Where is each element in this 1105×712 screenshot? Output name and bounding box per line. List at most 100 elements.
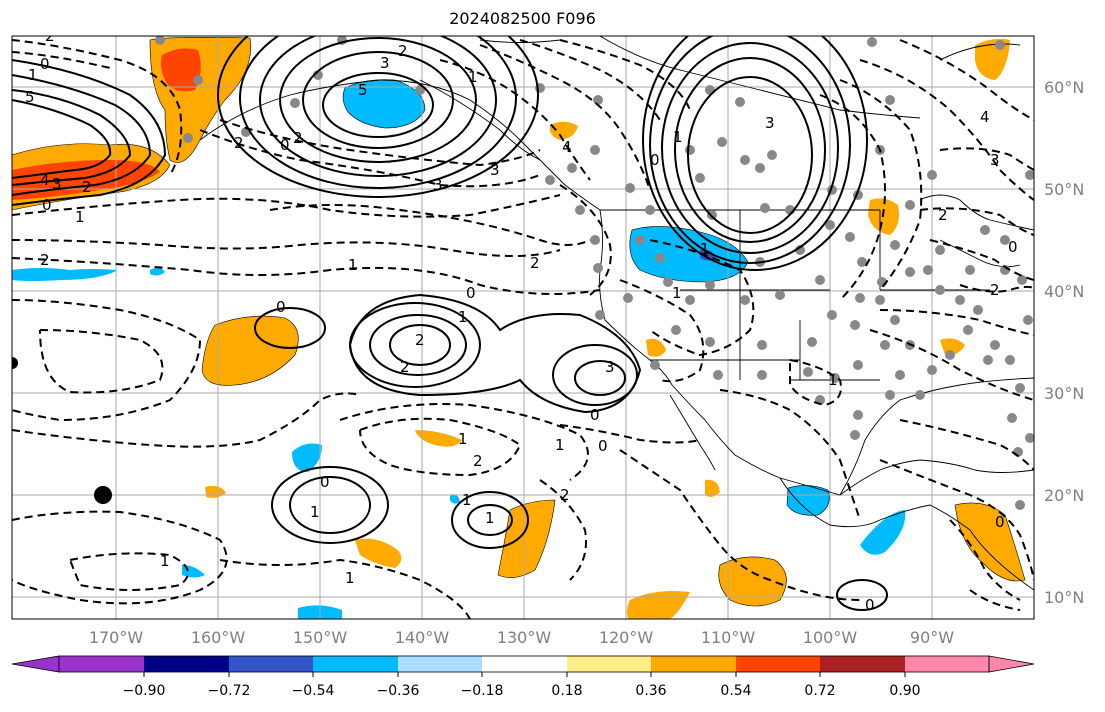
lon-label: 130°W	[497, 628, 552, 647]
colorbar-segment	[567, 656, 651, 672]
lat-label: 30°N	[1044, 384, 1084, 403]
colorbar-segment	[905, 656, 989, 672]
contour-label: 0	[40, 55, 50, 73]
contour-label: 0	[1008, 238, 1018, 256]
contour-label: 1	[75, 208, 85, 226]
graticule-lines	[12, 36, 1034, 619]
contour-label: 1	[555, 436, 565, 454]
contour-label: 1	[345, 569, 355, 587]
marker-dot	[12, 357, 18, 369]
contour-label: 2	[40, 251, 50, 269]
colorbar-tick-label: 0.90	[889, 683, 920, 699]
contour-label: 5	[358, 81, 368, 99]
contour-label: 2	[82, 178, 92, 196]
colorbar-segment	[820, 656, 905, 672]
contour-label: 4	[980, 108, 990, 126]
contour-label: 0	[280, 136, 290, 154]
contour-label: 3	[490, 161, 500, 179]
colorbar-segment	[482, 656, 567, 672]
chart-title: 2024082500 F096	[449, 9, 596, 28]
contour-label: 3	[990, 151, 1000, 169]
lat-label: 10°N	[1044, 588, 1084, 607]
contour-label: 3	[380, 54, 390, 72]
contour-label: 1	[458, 430, 468, 448]
contour-label: 0	[320, 473, 330, 491]
contour-label: 0	[995, 513, 1005, 531]
colorbar-tick-label: 0.18	[551, 683, 582, 699]
colorbar-extend-high	[988, 655, 1035, 673]
lon-label: 170°W	[89, 628, 144, 647]
contour-label: 1	[828, 371, 838, 389]
contour-label: 2	[293, 129, 303, 147]
contour-label: 0	[42, 196, 52, 214]
latitude-labels: 60°N 50°N 40°N 30°N 20°N 10°N	[1044, 78, 1084, 607]
colorbar-tick-label: −0.36	[377, 683, 420, 699]
lat-label: 40°N	[1044, 282, 1084, 301]
colorbar-tick-label: −0.18	[461, 683, 504, 699]
map-frame	[11, 35, 1035, 620]
contour-label: 0	[276, 298, 286, 316]
contour-label: 0	[865, 596, 875, 614]
negative-anomaly-fills	[12, 79, 906, 619]
colorbar-segment	[229, 656, 313, 672]
colorbar: −0.90 −0.72 −0.54 −0.36 −0.18 0.18 0.36 …	[11, 655, 1035, 699]
contour-label: 2	[530, 254, 540, 272]
contour-label: 0	[466, 284, 476, 302]
colorbar-segment	[59, 656, 144, 672]
colorbar-extend-low	[11, 655, 60, 673]
contour-label: 3	[765, 114, 775, 132]
contour-label: 4	[40, 171, 50, 189]
contour-label: 1	[673, 128, 683, 146]
colorbar-segment	[398, 656, 482, 672]
dashed-contours	[12, 39, 1034, 619]
lon-label: 150°W	[293, 628, 348, 647]
contour-label: 2	[45, 27, 55, 45]
contour-label: 2	[415, 331, 425, 349]
colorbar-tick-label: 0.54	[720, 683, 751, 699]
contour-label: 1	[468, 68, 478, 86]
contour-label: 4	[562, 138, 572, 156]
contour-label: 1	[160, 552, 170, 570]
contour-labels: 2 0 1 5 4 3 2 1 0 2 3 5 2 1 2 3 0 4 2 3 …	[25, 27, 1018, 614]
colorbar-segment	[736, 656, 820, 672]
colorbar-tick-label: −0.72	[208, 683, 251, 699]
colorbar-segment	[651, 656, 736, 672]
contour-label: 2	[398, 42, 408, 60]
contour-label: 2	[990, 281, 1000, 299]
map-area: 2 0 1 5 4 3 2 1 0 2 3 5 2 1 2 3 0 4 2 3 …	[12, 27, 1034, 619]
contour-label: 3	[605, 358, 615, 376]
contour-label: 2	[234, 134, 244, 152]
coastlines	[199, 36, 1034, 591]
lon-label: 120°W	[599, 628, 654, 647]
contour-label: 2	[400, 358, 410, 376]
contour-label: 2	[473, 452, 483, 470]
lat-label: 50°N	[1044, 180, 1084, 199]
contour-label: 1	[310, 503, 320, 521]
solid-contours	[12, 36, 888, 611]
lon-label: 140°W	[395, 628, 450, 647]
lat-label: 60°N	[1044, 78, 1084, 97]
contour-label: 1	[462, 491, 472, 509]
colorbar-tick-label: 0.36	[635, 683, 666, 699]
contour-label: 1	[485, 509, 495, 527]
contour-label: 1	[28, 66, 38, 84]
lon-label: 100°W	[803, 628, 858, 647]
contour-label: 2	[938, 206, 948, 224]
contour-label: 1	[700, 240, 710, 258]
colorbar-segment	[144, 656, 229, 672]
colorbar-tick-label: 0.72	[804, 683, 835, 699]
contour-label: 5	[25, 88, 35, 106]
contour-label: 0	[590, 406, 600, 424]
contour-label: 0	[598, 437, 608, 455]
colorbar-tick-label: −0.54	[292, 683, 335, 699]
lat-label: 20°N	[1044, 486, 1084, 505]
positive-anomaly-fills	[12, 37, 1026, 619]
colorbar-tick-label: −0.90	[123, 683, 166, 699]
lon-label: 90°W	[910, 628, 954, 647]
contour-label: 1	[348, 256, 358, 274]
longitude-labels: 170°W 160°W 150°W 140°W 130°W 120°W 110°…	[89, 628, 954, 647]
contour-label: 1	[458, 308, 468, 326]
contour-label: 3	[52, 175, 62, 193]
contour-label: 1	[672, 284, 682, 302]
